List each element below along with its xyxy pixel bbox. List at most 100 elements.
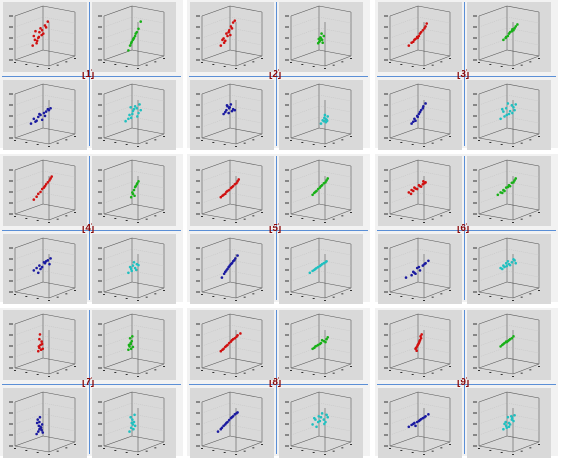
scatter3d-panel [190,2,274,72]
scatter3d-plot [196,313,263,377]
scatter-point [411,189,415,193]
scatter-point [233,19,237,22]
scatter-point [127,49,130,52]
scatter-point [505,426,509,430]
scatter-point [500,343,504,347]
scatter-point [317,37,321,41]
scatter-point [506,102,510,105]
chart-group: [9] [375,308,558,458]
scatter-point [318,264,322,268]
scatter-point [318,419,322,423]
scatter-point [129,415,132,419]
scatter3d-plot [9,83,76,147]
scatter-point [502,38,505,42]
chart-group: [1] [0,0,183,150]
scatter-point [129,105,132,109]
axes-box [389,391,451,453]
scatter-point [36,115,40,119]
scatter-point [237,178,241,181]
tick-marks [98,247,165,301]
scatter-point [48,262,51,266]
scatter-point [41,347,45,351]
scatter-point [506,415,510,419]
scatter3d-plot [196,83,263,147]
scatter3d-panel [92,388,176,458]
scatter-point [512,335,515,338]
scatter3d-plot [98,313,165,377]
tick-marks [9,323,76,377]
scatter-point [48,179,51,182]
scatter-point [318,40,321,44]
scatter-point [128,113,131,117]
scatter-point [503,115,506,118]
grid-lines [478,324,540,358]
scatter-point [129,347,133,351]
scatter-point [130,269,134,273]
scatter-point [231,184,235,188]
scatter3d-plot [98,237,165,301]
scatter-point [33,38,37,42]
scatter-point [502,427,505,431]
tick-marks [285,401,352,455]
scatter-point [36,271,40,275]
scatter3d-panel [378,234,462,304]
scatter-point [46,20,50,23]
scatter-point [36,349,40,353]
scatter-point [513,27,516,30]
scatter3d-plot [196,5,263,69]
scatter-point [49,257,52,260]
scatter-point [320,38,324,42]
scatter-point [508,337,512,341]
axes-box [14,313,76,375]
scatter3d-panel [190,234,274,304]
scatter-point [128,336,132,340]
scatter-point [129,116,133,120]
scatter-point [225,108,228,112]
tick-marks [98,169,165,223]
axes-box [201,237,263,299]
scatter3d-plot [285,83,352,147]
grid-lines [14,324,76,358]
scatter-point [417,342,420,346]
tick-marks [9,169,76,223]
scatter-point [222,272,226,276]
scatter-point [47,108,51,112]
scatter-point [223,345,227,349]
scatter-point [318,186,322,189]
grid-lines [389,170,451,204]
tick-marks [98,93,165,147]
scatter-point [136,181,139,185]
scatter-point [36,430,40,433]
scatter-point [323,116,326,120]
scatter-point [411,120,415,123]
scatter-point [229,340,233,343]
scatter-point [511,111,514,115]
grid-lines [103,16,165,50]
scatter-point [223,270,227,274]
scatter3d-panel [92,310,176,380]
scatter-point [315,266,318,270]
scatter-point [514,25,518,28]
scatter-point [315,425,318,429]
scatter-point [132,37,135,41]
scatter3d-plot [196,159,263,223]
scatter-point [513,108,516,112]
scatter-point [131,264,135,267]
scatter3d-plot [196,391,263,455]
chart-group: [4] [0,154,183,304]
scatter-point [229,416,233,420]
scatter-point [131,112,134,116]
scatter-point [317,414,321,418]
scatter-point [31,44,34,47]
scatter-point [38,112,41,116]
panel-divider-horizontal [189,384,368,385]
scatter3d-panel [190,310,274,380]
scatter-point [132,260,136,264]
axes-box [478,313,540,375]
scatter-point [500,191,504,195]
scatter-point [513,179,516,182]
scatter-point [506,185,510,189]
scatter-point [134,32,137,35]
axes-box [14,5,76,67]
scatter-point [424,102,427,105]
